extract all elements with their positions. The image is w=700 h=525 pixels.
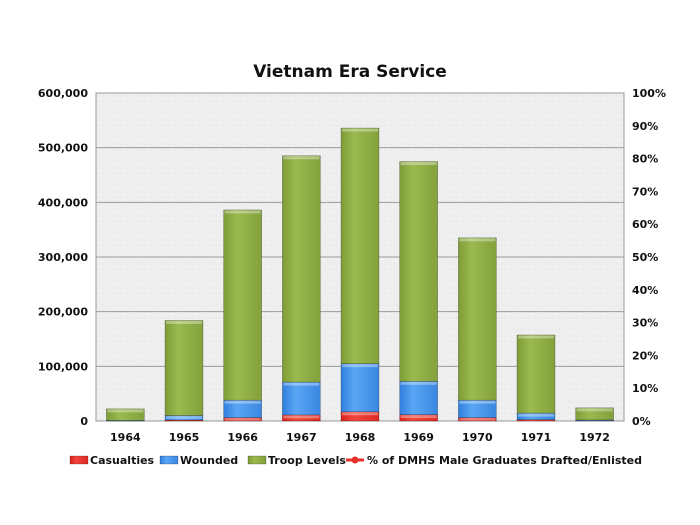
bar-highlight <box>342 412 378 416</box>
x-tick-label: 1967 <box>286 431 317 444</box>
x-tick-label: 1968 <box>345 431 376 444</box>
legend: Casualties Wounded Troop Levels % of DMHS M… <box>69 454 642 467</box>
bar-wounded-1965 <box>164 415 204 421</box>
bar-wounded-1969 <box>399 381 438 415</box>
bar-highlight <box>342 364 378 368</box>
bar-troop-levels-1968 <box>340 127 380 364</box>
legend-label-troop-levels: Troop Levels <box>268 454 346 467</box>
bar-highlight <box>224 210 261 214</box>
x-tick-label: 1972 <box>579 431 610 444</box>
x-tick-label: 1970 <box>462 431 493 444</box>
left-tick-label: 600,000 <box>38 87 88 100</box>
right-axis-ticks: 0% 10% 20% 30% 40% 50% 60% 70% 80% 90% 100% <box>632 87 666 428</box>
bar-troop-levels-1964 <box>106 408 145 421</box>
x-tick-label: 1965 <box>169 431 200 444</box>
bar-highlight <box>400 415 437 419</box>
bar-troop-levels-1965 <box>164 320 204 416</box>
bar-highlight <box>576 408 613 412</box>
chart-title: Vietnam Era Service <box>253 62 447 82</box>
bar-highlight <box>400 162 437 166</box>
bar-wounded-1968 <box>340 363 380 413</box>
x-tick-label: 1971 <box>521 431 552 444</box>
bar-highlight <box>459 418 496 421</box>
bar-troop-levels-1966 <box>223 209 262 401</box>
legend-label-wounded: Wounded <box>180 454 238 467</box>
legend-label-casualties: Casualties <box>90 454 155 467</box>
legend-marker--of-dmhs-male-graduates-drafted-enlisted <box>351 456 359 464</box>
right-tick-label: 100% <box>632 87 666 100</box>
bar-troop-levels-1972 <box>575 407 614 421</box>
bar-troop-levels-1967 <box>282 155 321 383</box>
x-tick-label: 1966 <box>227 431 258 444</box>
legend-swatch-casualties <box>69 455 89 465</box>
right-tick-label: 60% <box>632 218 658 231</box>
bar-highlight <box>518 413 554 417</box>
bar-highlight <box>283 415 320 419</box>
bars <box>106 127 614 422</box>
right-tick-label: 40% <box>632 284 658 297</box>
bar-highlight <box>459 400 496 404</box>
right-tick-label: 90% <box>632 120 658 133</box>
bar-highlight <box>400 381 437 385</box>
right-tick-label: 0% <box>632 415 651 428</box>
left-axis-ticks: 0 100,000 200,000 300,000 400,000 500,000 600,… <box>38 87 88 428</box>
bar-highlight <box>283 156 320 160</box>
bar-highlight <box>107 409 144 413</box>
bar-highlight <box>166 416 202 420</box>
right-tick-label: 10% <box>632 382 658 395</box>
right-tick-label: 20% <box>632 349 658 362</box>
bar-troop-levels-1971 <box>516 334 556 414</box>
right-tick-label: 30% <box>632 317 658 330</box>
bar-troop-levels-1970 <box>458 237 497 401</box>
x-axis-ticks: 1964 1965 1966 1967 1968 1969 1970 1971 1972 <box>110 431 610 444</box>
left-tick-label: 0 <box>80 415 88 428</box>
x-tick-label: 1969 <box>403 431 434 444</box>
left-tick-label: 400,000 <box>38 196 88 209</box>
legend-label--of-dmhs-male-graduates-drafted-enlisted: % of DMHS Male Graduates Drafted/Enliste… <box>367 454 642 467</box>
bar-highlight <box>342 128 378 132</box>
left-tick-label: 300,000 <box>38 251 88 264</box>
x-tick-label: 1964 <box>110 431 141 444</box>
bar-highlight <box>224 400 261 404</box>
right-tick-label: 70% <box>632 185 658 198</box>
bar-highlight <box>518 335 554 339</box>
legend-swatch-troop-levels <box>247 455 267 465</box>
left-tick-label: 500,000 <box>38 142 88 155</box>
bar-wounded-1967 <box>282 381 321 416</box>
bar-highlight <box>224 418 261 421</box>
right-tick-label: 80% <box>632 153 658 166</box>
bar-highlight <box>166 320 202 324</box>
bar-highlight <box>459 238 496 242</box>
left-tick-label: 100,000 <box>38 360 88 373</box>
left-tick-label: 200,000 <box>38 306 88 319</box>
bar-highlight <box>283 382 320 386</box>
right-tick-label: 50% <box>632 251 658 264</box>
legend-swatch-wounded <box>159 455 179 465</box>
bar-troop-levels-1969 <box>399 161 438 382</box>
